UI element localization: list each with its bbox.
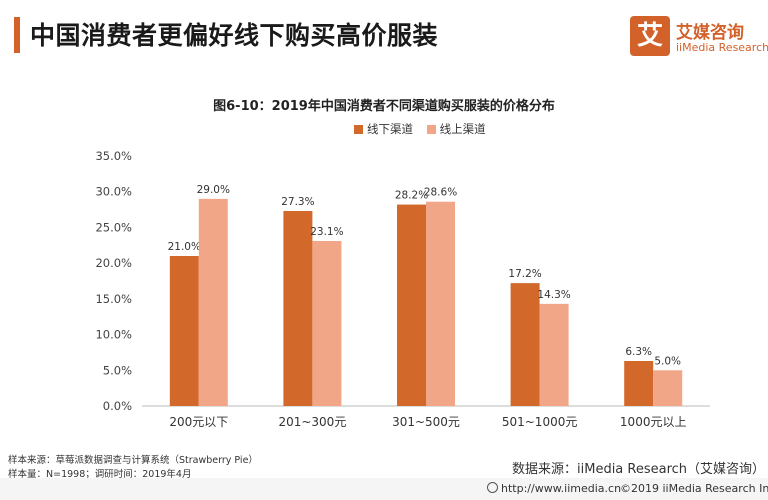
legend-item-online: 线上渠道 bbox=[426, 121, 486, 137]
y-tick-label: 15.0% bbox=[95, 292, 132, 306]
title-accent-bar bbox=[14, 17, 20, 53]
legend-label-offline: 线下渠道 bbox=[367, 122, 413, 136]
y-tick-label: 5.0% bbox=[103, 363, 132, 377]
bar-online bbox=[539, 303, 569, 406]
y-tick-label: 25.0% bbox=[95, 220, 132, 234]
x-category-label: 200元以下 bbox=[169, 415, 228, 429]
data-label: 28.6% bbox=[424, 187, 457, 199]
y-tick-label: 10.0% bbox=[95, 328, 132, 342]
bar-online bbox=[198, 198, 228, 406]
page-title: 中国消费者更偏好线下购买高价服装 bbox=[30, 21, 439, 50]
bar-online bbox=[426, 201, 455, 406]
y-tick-label: 30.0% bbox=[95, 185, 132, 199]
x-category-label: 501~1000元 bbox=[502, 415, 578, 429]
globe-icon bbox=[487, 482, 498, 493]
legend-swatch-online bbox=[426, 125, 436, 134]
legend-swatch-offline bbox=[354, 125, 363, 134]
data-label: 17.2% bbox=[508, 268, 541, 280]
bar-offline bbox=[510, 283, 540, 406]
data-source: 数据来源：iiMedia Research（艾媒咨询） bbox=[512, 462, 766, 477]
bar-offline bbox=[169, 256, 199, 406]
data-label: 21.0% bbox=[168, 241, 201, 253]
data-label: 23.1% bbox=[310, 226, 343, 238]
bottom-strip bbox=[0, 478, 768, 500]
chart-legend: 线下渠道 线上渠道 bbox=[354, 121, 496, 137]
chart-title: 图6-10：2019年中国消费者不同渠道购买服装的价格分布 bbox=[213, 99, 555, 114]
bar-offline bbox=[397, 204, 426, 406]
legend-label-online: 线上渠道 bbox=[439, 122, 486, 136]
x-category-label: 1000元以上 bbox=[620, 415, 687, 429]
data-label: 14.3% bbox=[537, 289, 570, 301]
website-url: http://www.iimedia.cn bbox=[501, 482, 622, 495]
logo-name-en: iiMedia Research bbox=[676, 41, 768, 54]
y-tick-label: 20.0% bbox=[95, 256, 132, 270]
data-label: 28.2% bbox=[395, 190, 428, 202]
data-label: 29.0% bbox=[197, 184, 230, 196]
sample-size: 样本量：N=1998；调研时间：2019年4月 bbox=[8, 469, 192, 480]
bar-online bbox=[312, 241, 342, 406]
bar-online bbox=[653, 370, 683, 406]
website-link[interactable]: http://www.iimedia.cn bbox=[487, 482, 621, 495]
x-category-label: 301~500元 bbox=[392, 415, 460, 429]
legend-item-offline: 线下渠道 bbox=[354, 121, 413, 137]
logo-mark-icon: 艾 bbox=[630, 16, 670, 56]
logo-name-cn: 艾媒咨询 bbox=[676, 23, 744, 43]
brand-logo: 艾 艾媒咨询 iiMedia Research bbox=[630, 16, 768, 60]
bar-offline bbox=[624, 361, 654, 406]
copyright: ©2019 iiMedia Research Inc bbox=[620, 482, 768, 495]
data-label: 27.3% bbox=[281, 196, 314, 208]
y-tick-label: 0.0% bbox=[103, 399, 132, 413]
y-tick-label: 35.0% bbox=[95, 149, 132, 163]
data-label: 6.3% bbox=[625, 346, 652, 358]
x-category-label: 201~300元 bbox=[278, 415, 346, 429]
sample-source: 样本来源：草莓派数据调查与计算系统（Strawberry Pie） bbox=[8, 455, 258, 466]
bar-offline bbox=[283, 211, 313, 406]
data-label: 5.0% bbox=[654, 355, 681, 367]
